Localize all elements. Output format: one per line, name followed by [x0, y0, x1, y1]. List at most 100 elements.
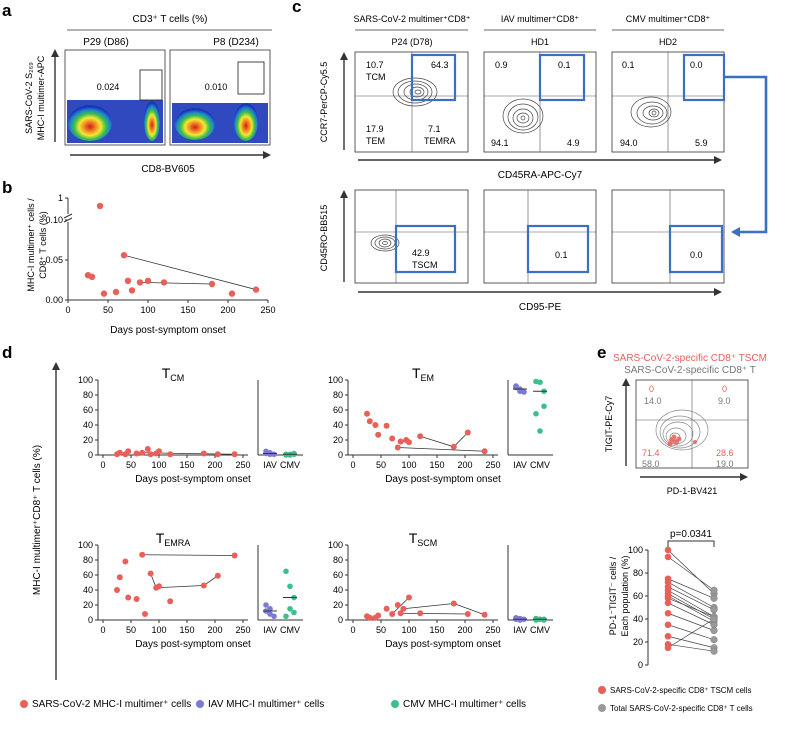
panel-e-flow-plot: 0 14.0 0 9.0 71.4 58.0 28.6 19.0: [635, 379, 749, 469]
panel-d-cmv-point: [283, 613, 289, 620]
panel-a-ylabel-2: MHC-I multimer-APC: [36, 55, 46, 140]
panel-label-b: b: [2, 178, 12, 197]
panel-d-cmv-point: [541, 617, 547, 623]
panel-b-point: [96, 202, 104, 210]
panel-d-sars-point: [389, 611, 396, 617]
panel-d-ytick-label: 20: [333, 600, 343, 610]
panel-d-connector-line: [420, 432, 469, 448]
q-br-sub: TEMRA: [424, 136, 456, 146]
panel-e-legend-label: Total SARS-CoV-2-specific CD8⁺ T cells: [610, 704, 753, 713]
panel-d-ytick-label: 40: [333, 585, 343, 595]
panel-b-point: [252, 286, 260, 293]
q-br-red: 28.6: [716, 448, 734, 458]
panel-a-plot2-gate: [237, 61, 265, 95]
panel-d-group-label-iav: IAV: [513, 460, 527, 470]
panel-d-xtick-label: 150: [179, 460, 194, 470]
panel-c-connector-arrow: [725, 75, 768, 234]
panel-d-ytick-label: 60: [333, 570, 343, 580]
panel-d-subplot-temra: 0 20 40 60 80 100 0 50 100 150 200 250 Days post-sym…: [78, 530, 303, 650]
q-br: 7.1: [428, 124, 441, 134]
panel-d-xtick-label: 0: [100, 460, 105, 470]
panel-d-sars-point: [125, 594, 132, 601]
panel-label-a: a: [2, 1, 12, 20]
panel-e-legend-line1: SARS-CoV-2-specific CD8⁺ TSCM: [613, 353, 767, 364]
panel-c-row2-ylabel: CD45RO-BB515: [319, 205, 329, 272]
panel-e-tscm-point: [664, 632, 672, 640]
panel-e-tscm-point: [664, 599, 672, 607]
panel-d-xtick-label: 50: [126, 625, 136, 635]
panel-d-xtick-label: 100: [151, 460, 166, 470]
panel-d-iav-point: [263, 448, 269, 455]
panel-b-point: [120, 252, 128, 259]
panel-d-sars-point: [200, 582, 207, 589]
panel-d-legend-marker: [196, 700, 204, 708]
panel-d-subplot-tscm: 0 20 40 60 80 100 0 50 100 150 200 250 Days post-sym…: [328, 530, 553, 650]
panel-d-xtick-label: 150: [429, 625, 444, 635]
panel-d-sars-point: [364, 410, 370, 417]
panel-d-sars-point: [214, 572, 221, 579]
panel-a: a CD3⁺ T cells (%) P29 (D86) P8 (D234) 0…: [2, 1, 272, 175]
panel-c-col3-title: CMV multimer⁺CD8⁺: [626, 14, 711, 24]
panel-d-xtick-label: 50: [376, 625, 386, 635]
panel-c-col2-title: IAV multimer⁺CD8⁺: [501, 14, 580, 24]
panel-e-ytick-label: 0: [638, 660, 643, 670]
panel-c-row2-plot2: 0.1: [483, 189, 597, 284]
panel-c-sub1: P24 (D78): [391, 37, 432, 47]
panel-e-legend: SARS-CoV-2-specific CD8⁺ TSCM cells Total…: [598, 686, 753, 713]
panel-c-connector-arrow-head: [731, 227, 740, 237]
panel-d-cmv-point: [283, 568, 289, 575]
panel-e-pair-line: [667, 593, 715, 620]
panel-e-tscm-point: [664, 609, 672, 617]
panel-e-pair-line: [667, 578, 715, 599]
panel-d-xlabel: Days post-symptom onset: [135, 639, 251, 650]
panel-d-cmv-point: [541, 403, 547, 410]
panel-d-legend-label: SARS-CoV-2 MHC-I multimer⁺ cells: [32, 699, 191, 710]
q-tr-red: 0: [722, 384, 727, 394]
panel-d-sars-point: [400, 605, 407, 612]
panel-b-ytick-label: 1: [58, 193, 63, 203]
panel-d-ytick-label: 60: [83, 570, 93, 580]
panel-d-cmv-point: [537, 428, 543, 434]
panel-b-point: [124, 277, 132, 284]
panel-d-sars-point: [450, 600, 457, 607]
panel-b-ytick-label: 0.00: [45, 295, 63, 305]
panel-d-xtick-label: 0: [350, 460, 355, 470]
panel-e-total-point: [710, 626, 718, 635]
panel-d: d MHC-I multimer⁺CD8⁺ T cells (%) 0 20 40 6…: [2, 343, 553, 710]
panel-d-sars-point: [464, 611, 471, 617]
panel-e-tscm-point: [664, 595, 672, 602]
panel-d-cmv-point: [287, 605, 293, 612]
panel-d-xtick-label: 200: [457, 460, 472, 470]
panel-d-ytick-label: 80: [333, 390, 343, 400]
panel-d-iav-point: [267, 605, 273, 612]
panel-d-xtick-label: 0: [350, 625, 355, 635]
panel-b-ylabel-1: MHC-I multimer⁺ cells /: [26, 198, 36, 292]
panel-b-point: [128, 287, 136, 294]
panel-e-tscm-point: [664, 553, 672, 561]
panel-label-e: e: [597, 343, 606, 362]
panel-b-ytick-label: 0.05: [45, 255, 63, 265]
panel-b-point: [208, 280, 216, 288]
panel-e-pair-line: [667, 589, 715, 618]
panel-d-ytick-label: 0: [88, 450, 93, 460]
panel-d-ytick-label: 80: [333, 555, 343, 565]
panel-d-sars-point: [375, 431, 382, 438]
panel-b-point: [136, 279, 144, 286]
panel-d-cmv-point: [287, 583, 293, 590]
panel-d-sars-point: [122, 558, 129, 565]
panel-b: b MHC-I multimer⁺ cells / CD8⁺ T cells (…: [2, 178, 276, 336]
panel-e-paired-ylabel-2: Each population (%): [620, 555, 630, 636]
panel-a-plot1-density: [67, 100, 163, 143]
panel-e-ytick-label: 20: [633, 637, 643, 647]
panel-e-pair-line: [667, 549, 715, 594]
panel-e-total-point: [710, 586, 718, 594]
panel-e-legend-marker: [598, 704, 606, 712]
panel-d-iav-point: [271, 451, 277, 458]
q-tr-gray: 9.0: [718, 396, 731, 406]
panel-d-sars-point: [372, 422, 379, 428]
q-tl-gray: 14.0: [644, 396, 662, 406]
panel-e-pair-line: [667, 595, 715, 622]
q-tl-sub: TCM: [366, 72, 386, 82]
